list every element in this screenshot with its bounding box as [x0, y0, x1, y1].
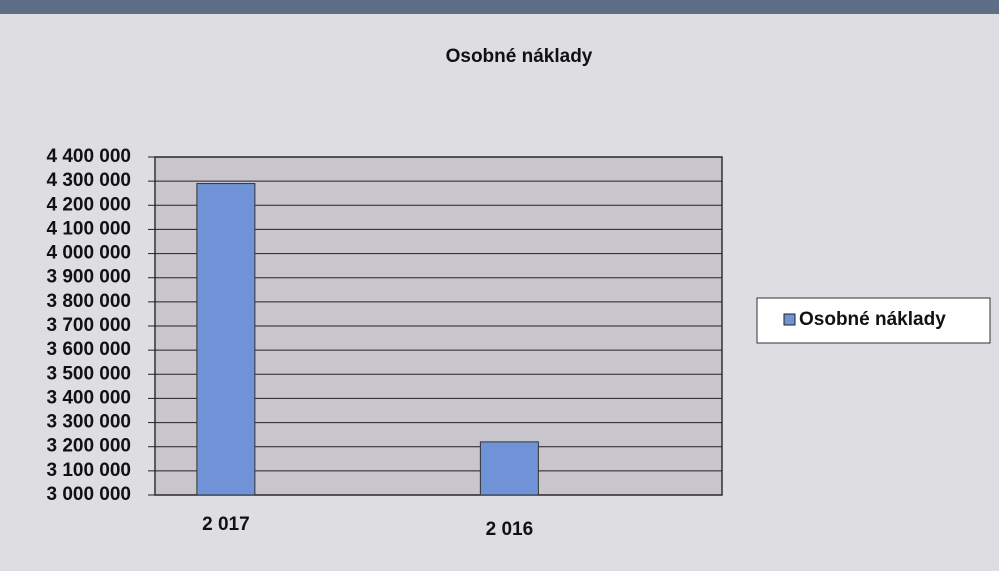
header-strip — [0, 0, 999, 14]
y-tick-label: 3 400 000 — [46, 387, 131, 408]
y-tick-label: 4 400 000 — [46, 146, 131, 167]
page: {"chart_data": {"type": "bar", "title": … — [0, 0, 999, 571]
legend-label: Osobné náklady — [799, 309, 946, 330]
y-tick-label: 3 800 000 — [46, 291, 131, 312]
y-tick-label: 3 900 000 — [46, 267, 131, 288]
y-tick-label: 4 000 000 — [46, 243, 131, 264]
chart: Osobné náklady Osobné náklady 3 000 000 3… — [0, 0, 999, 571]
bar — [480, 442, 538, 495]
y-tick-label: 3 700 000 — [46, 315, 131, 336]
y-tick-label: 3 300 000 — [46, 412, 131, 433]
legend-swatch — [784, 314, 795, 325]
bar — [197, 184, 255, 495]
chart-title: Osobné náklady — [446, 46, 593, 67]
y-tick-label: 3 500 000 — [46, 363, 131, 384]
y-tick-label: 3 600 000 — [46, 339, 131, 360]
y-tick-label: 4 200 000 — [46, 194, 131, 215]
y-tick-label: 4 300 000 — [46, 170, 131, 191]
y-tick-label: 3 100 000 — [46, 460, 131, 481]
x-tick-label: 2 017 — [202, 514, 250, 535]
y-tick-label: 3 200 000 — [46, 436, 131, 457]
x-tick-label: 2 016 — [486, 519, 534, 540]
y-tick-label: 4 100 000 — [46, 218, 131, 239]
y-tick-label: 3 000 000 — [46, 484, 131, 505]
